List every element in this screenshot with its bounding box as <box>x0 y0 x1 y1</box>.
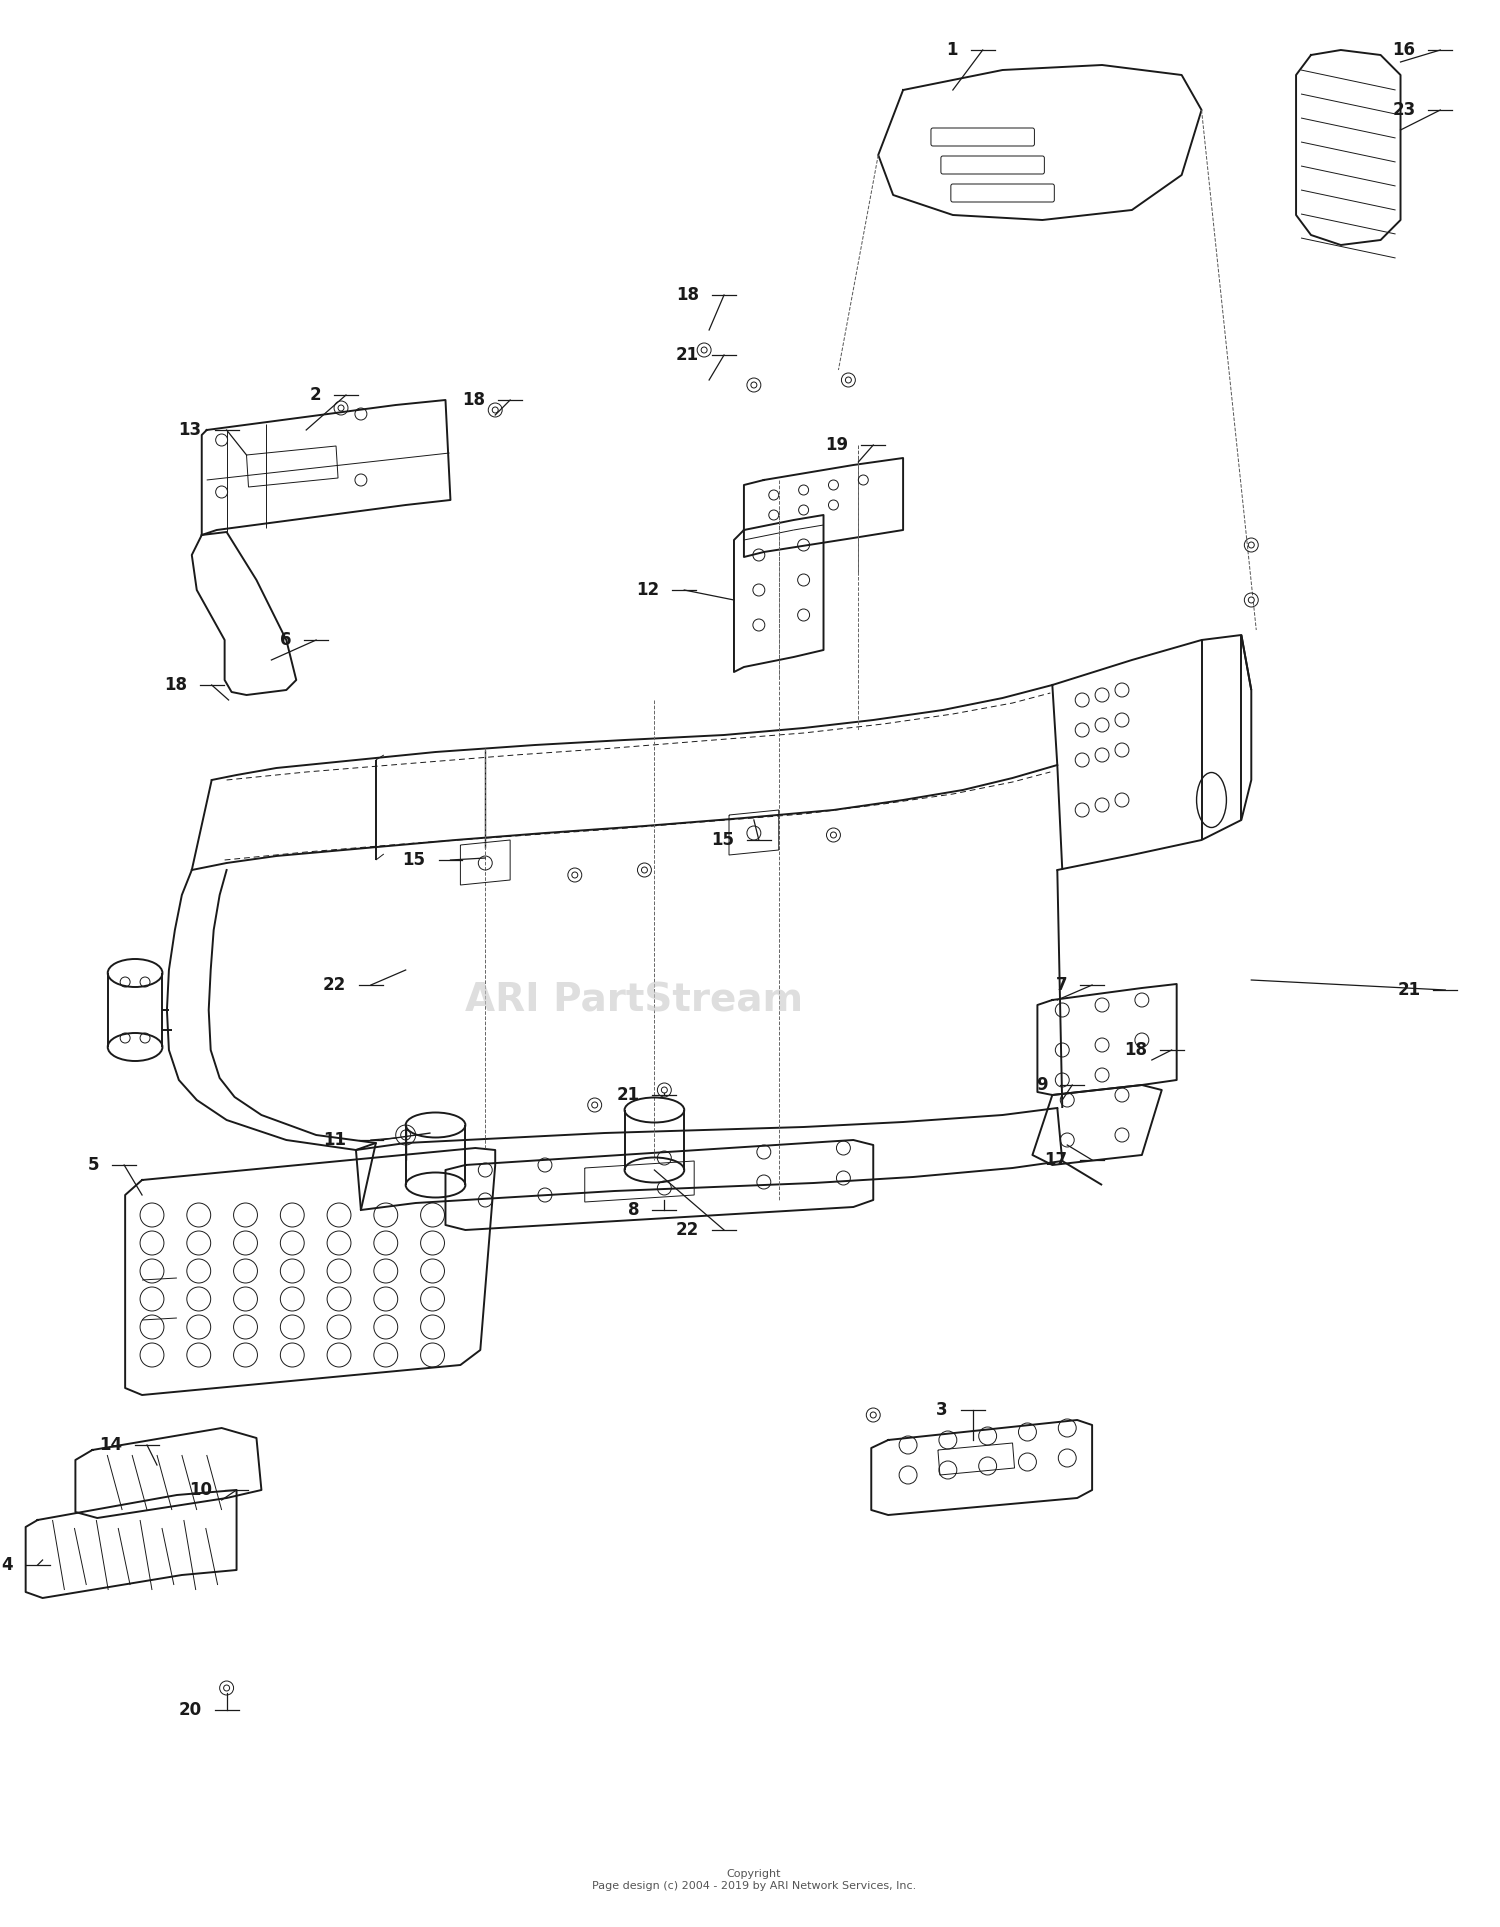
Text: 3: 3 <box>936 1401 948 1418</box>
Circle shape <box>752 382 758 387</box>
Text: ARI PartStream: ARI PartStream <box>465 981 804 1019</box>
Text: 18: 18 <box>164 676 188 694</box>
Circle shape <box>642 867 648 873</box>
Circle shape <box>572 873 578 879</box>
Text: 12: 12 <box>636 582 660 599</box>
Text: 21: 21 <box>616 1087 639 1104</box>
Text: 20: 20 <box>178 1702 201 1719</box>
Text: 11: 11 <box>322 1131 346 1148</box>
Text: 23: 23 <box>1392 100 1416 119</box>
Circle shape <box>870 1412 876 1418</box>
Text: 6: 6 <box>280 630 291 649</box>
Text: 18: 18 <box>1124 1041 1148 1060</box>
Circle shape <box>591 1102 597 1108</box>
Text: 5: 5 <box>88 1156 99 1174</box>
Text: 16: 16 <box>1392 40 1416 60</box>
Text: Copyright
Page design (c) 2004 - 2019 by ARI Network Services, Inc.: Copyright Page design (c) 2004 - 2019 by… <box>591 1869 916 1890</box>
Text: 15: 15 <box>402 852 426 869</box>
Text: 21: 21 <box>1398 981 1420 998</box>
Text: 14: 14 <box>99 1436 122 1455</box>
Text: 4: 4 <box>2 1555 12 1574</box>
Text: 18: 18 <box>462 391 486 409</box>
Text: 7: 7 <box>1056 975 1066 994</box>
Text: 21: 21 <box>676 347 699 364</box>
Text: 15: 15 <box>711 831 734 850</box>
Circle shape <box>492 407 498 412</box>
Text: 17: 17 <box>1044 1150 1066 1170</box>
Text: 13: 13 <box>178 420 201 439</box>
Circle shape <box>700 347 706 353</box>
Circle shape <box>224 1684 230 1692</box>
Text: 8: 8 <box>628 1201 639 1220</box>
Circle shape <box>846 378 852 383</box>
Text: 22: 22 <box>676 1222 699 1239</box>
Text: 10: 10 <box>189 1482 211 1499</box>
Text: 9: 9 <box>1035 1075 1047 1095</box>
Circle shape <box>338 405 344 410</box>
Circle shape <box>831 832 837 838</box>
Text: 1: 1 <box>946 40 958 60</box>
Circle shape <box>662 1087 668 1093</box>
Circle shape <box>1248 597 1254 603</box>
Circle shape <box>1248 541 1254 547</box>
Text: 19: 19 <box>825 436 849 455</box>
Text: 2: 2 <box>309 385 321 405</box>
Text: 22: 22 <box>322 975 346 994</box>
Text: 18: 18 <box>676 285 699 304</box>
